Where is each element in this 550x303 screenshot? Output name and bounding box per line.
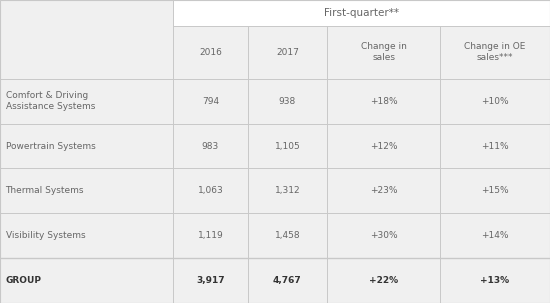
Text: 938: 938 xyxy=(279,97,296,106)
Text: 1,119: 1,119 xyxy=(197,231,223,240)
Text: Comfort & Driving
Assistance Systems: Comfort & Driving Assistance Systems xyxy=(6,91,95,111)
Text: +10%: +10% xyxy=(481,97,509,106)
Text: +11%: +11% xyxy=(481,142,509,151)
Text: +14%: +14% xyxy=(481,231,509,240)
Text: GROUP: GROUP xyxy=(6,276,41,285)
Bar xyxy=(173,0,550,26)
Text: +30%: +30% xyxy=(370,231,398,240)
Text: Thermal Systems: Thermal Systems xyxy=(6,186,84,195)
Text: Change in
sales: Change in sales xyxy=(361,42,406,62)
Text: 2017: 2017 xyxy=(276,48,299,57)
Text: +18%: +18% xyxy=(370,97,398,106)
Text: +13%: +13% xyxy=(481,276,509,285)
Text: Powertrain Systems: Powertrain Systems xyxy=(6,142,95,151)
Text: 983: 983 xyxy=(202,142,219,151)
Text: +23%: +23% xyxy=(370,186,397,195)
Text: +22%: +22% xyxy=(369,276,398,285)
Text: 4,767: 4,767 xyxy=(273,276,302,285)
Text: 1,063: 1,063 xyxy=(197,186,223,195)
Text: +12%: +12% xyxy=(370,142,397,151)
Text: 1,458: 1,458 xyxy=(274,231,300,240)
Text: Change in OE
sales***: Change in OE sales*** xyxy=(464,42,526,62)
Text: 1,105: 1,105 xyxy=(274,142,300,151)
Text: 1,312: 1,312 xyxy=(274,186,300,195)
Text: 794: 794 xyxy=(202,97,219,106)
Text: Visibility Systems: Visibility Systems xyxy=(6,231,85,240)
Text: 3,917: 3,917 xyxy=(196,276,225,285)
Text: +15%: +15% xyxy=(481,186,509,195)
Text: First-quarter**: First-quarter** xyxy=(324,8,399,18)
Text: 2016: 2016 xyxy=(199,48,222,57)
